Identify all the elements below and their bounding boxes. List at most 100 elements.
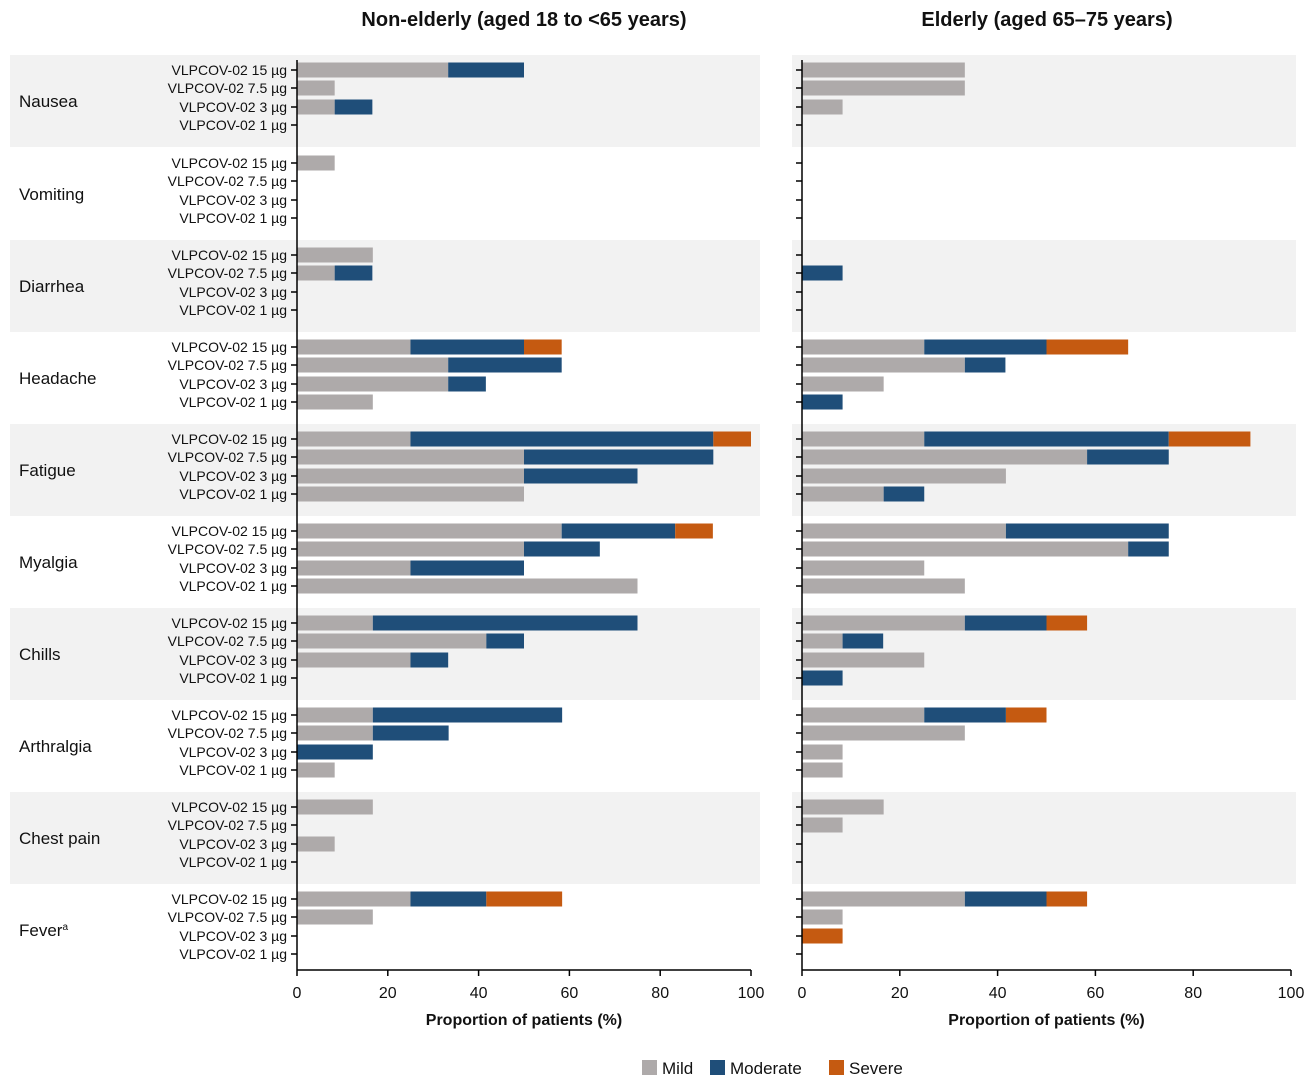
x-tick-label: 0	[798, 985, 807, 1002]
bar-mild	[297, 449, 524, 465]
bar-moderate	[802, 670, 843, 686]
footnote-marker: a	[62, 922, 68, 933]
group-label: Chest pain	[19, 829, 100, 848]
dose-label: VLPCOV-02 15 µg	[172, 431, 287, 447]
bar-mild	[297, 633, 487, 649]
bar-moderate	[410, 560, 524, 576]
bar-severe	[675, 523, 713, 539]
dose-label: VLPCOV-02 1 µg	[179, 670, 287, 686]
bar-mild	[297, 762, 335, 778]
dose-label: VLPCOV-02 3 µg	[179, 99, 287, 115]
bar-mild	[297, 357, 449, 373]
bar-mild	[297, 80, 335, 96]
dose-label: VLPCOV-02 7.5 µg	[168, 817, 287, 833]
dose-label: VLPCOV-02 1 µg	[179, 117, 287, 133]
bar-mild	[802, 744, 843, 760]
dose-label: VLPCOV-02 1 µg	[179, 854, 287, 870]
bar-moderate	[842, 633, 884, 649]
bar-mild	[802, 633, 843, 649]
x-tick-label: 80	[1184, 985, 1202, 1002]
group-label: Vomiting	[19, 185, 84, 204]
bar-moderate	[964, 891, 1047, 907]
group-label: Fevera	[19, 921, 68, 940]
dose-label: VLPCOV-02 15 µg	[172, 799, 287, 815]
bar-moderate	[410, 431, 714, 447]
bar-severe	[1046, 615, 1088, 631]
bar-mild	[297, 523, 562, 539]
bar-moderate	[297, 744, 373, 760]
x-tick-label: 60	[561, 985, 579, 1002]
dose-label: VLPCOV-02 1 µg	[179, 486, 287, 502]
dose-label: VLPCOV-02 7.5 µg	[168, 541, 287, 557]
dose-label: VLPCOV-02 15 µg	[172, 615, 287, 631]
dose-label: VLPCOV-02 15 µg	[172, 891, 287, 907]
bar-mild	[297, 707, 373, 723]
bar-mild	[802, 725, 965, 741]
bar-moderate	[524, 449, 714, 465]
dose-label: VLPCOV-02 3 µg	[179, 928, 287, 944]
dose-label: VLPCOV-02 3 µg	[179, 836, 287, 852]
bar-mild	[802, 80, 965, 96]
bar-moderate	[372, 707, 563, 723]
legend-label: Severe	[849, 1059, 903, 1078]
dose-label: VLPCOV-02 3 µg	[179, 284, 287, 300]
bar-severe	[1046, 891, 1088, 907]
bar-mild	[297, 486, 524, 502]
x-tick-label: 100	[738, 985, 765, 1002]
dose-label: VLPCOV-02 1 µg	[179, 946, 287, 962]
bar-mild	[297, 339, 411, 355]
bar-mild	[802, 431, 925, 447]
bar-mild	[297, 155, 335, 171]
dose-label: VLPCOV-02 7.5 µg	[168, 80, 287, 96]
x-tick-label: 0	[293, 985, 302, 1002]
dose-label: VLPCOV-02 15 µg	[172, 339, 287, 355]
dose-label: VLPCOV-02 3 µg	[179, 468, 287, 484]
dose-label: VLPCOV-02 1 µg	[179, 302, 287, 318]
bar-mild	[802, 909, 843, 925]
bar-severe	[524, 339, 562, 355]
group-label: Diarrhea	[19, 277, 85, 296]
bar-mild	[802, 817, 843, 833]
x-tick-label: 40	[989, 985, 1007, 1002]
bar-moderate	[410, 652, 449, 668]
row-band-left	[10, 240, 760, 332]
dose-label: VLPCOV-02 7.5 µg	[168, 909, 287, 925]
dose-label: VLPCOV-02 1 µg	[179, 210, 287, 226]
dose-label: VLPCOV-02 7.5 µg	[168, 265, 287, 281]
x-axis-label: Proportion of patients (%)	[948, 1012, 1144, 1029]
bar-moderate	[410, 339, 524, 355]
dose-label: VLPCOV-02 1 µg	[179, 578, 287, 594]
bar-mild	[802, 891, 965, 907]
bar-mild	[297, 652, 411, 668]
bar-mild	[297, 62, 449, 78]
bar-moderate	[964, 615, 1047, 631]
bar-moderate	[964, 357, 1006, 373]
x-tick-label: 40	[470, 985, 488, 1002]
dose-label: VLPCOV-02 3 µg	[179, 376, 287, 392]
bar-moderate	[372, 725, 449, 741]
group-label: Chills	[19, 645, 61, 664]
bar-mild	[802, 541, 1129, 557]
bar-mild	[802, 652, 925, 668]
bar-mild	[297, 891, 411, 907]
legend-label: Moderate	[730, 1059, 802, 1078]
bar-moderate	[448, 357, 562, 373]
dose-label: VLPCOV-02 7.5 µg	[168, 357, 287, 373]
dose-label: VLPCOV-02 1 µg	[179, 394, 287, 410]
dose-label: VLPCOV-02 15 µg	[172, 707, 287, 723]
dose-label: VLPCOV-02 15 µg	[172, 247, 287, 263]
bar-mild	[297, 560, 411, 576]
panel-title: Elderly (aged 65–75 years)	[921, 9, 1172, 31]
bar-moderate	[561, 523, 676, 539]
bar-mild	[802, 357, 965, 373]
group-label: Headache	[19, 369, 97, 388]
bar-moderate	[924, 339, 1047, 355]
bar-severe	[1005, 707, 1047, 723]
bar-moderate	[924, 707, 1006, 723]
x-tick-label: 20	[891, 985, 909, 1002]
dose-label: VLPCOV-02 15 µg	[172, 62, 287, 78]
bar-mild	[297, 909, 373, 925]
bar-mild	[802, 578, 965, 594]
bar-mild	[802, 615, 965, 631]
